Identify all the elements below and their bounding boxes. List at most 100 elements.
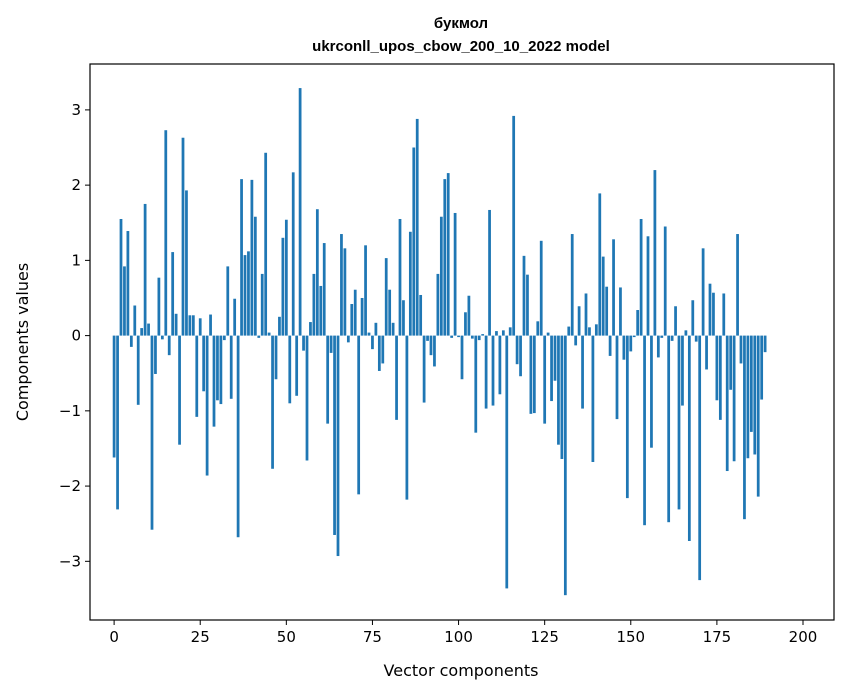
bar-12: [154, 335, 157, 374]
bar-183: [743, 335, 746, 520]
bar-140: [594, 324, 598, 336]
bar-94: [436, 273, 440, 336]
bar-32: [222, 335, 226, 341]
bar-123: [536, 321, 540, 336]
bar-145: [612, 239, 615, 336]
bar-133: [570, 234, 574, 336]
bar-47: [274, 335, 278, 380]
bar-93: [433, 335, 436, 367]
bar-69: [350, 304, 354, 336]
bar-7: [136, 335, 140, 405]
y-tick-label: 3: [71, 101, 81, 119]
bar-134: [574, 335, 578, 346]
bar-179: [729, 335, 733, 390]
bar-13: [157, 277, 161, 336]
bar-186: [753, 335, 757, 455]
bar-37: [240, 179, 243, 336]
bar-147: [619, 287, 622, 336]
y-tick-label: −2: [59, 477, 81, 495]
bar-139: [591, 335, 595, 462]
bar-0: [112, 335, 116, 458]
bar-156: [650, 335, 653, 448]
bar-188: [760, 335, 764, 400]
bar-109: [488, 209, 491, 336]
bar-157: [653, 170, 657, 336]
bar-129: [557, 335, 560, 445]
bar-180: [732, 335, 736, 462]
bar-117: [515, 335, 519, 365]
bar-77: [377, 335, 381, 371]
bar-74: [367, 332, 371, 336]
bar-105: [474, 335, 478, 433]
bar-68: [346, 335, 350, 343]
bar-43: [260, 273, 264, 336]
bar-11: [150, 335, 154, 530]
bar-146: [615, 335, 619, 420]
bar-161: [667, 335, 671, 523]
bar-174: [712, 292, 715, 336]
bar-187: [756, 335, 760, 497]
bar-44: [264, 152, 268, 336]
bar-75: [371, 335, 374, 350]
bar-102: [464, 312, 467, 336]
bar-131: [563, 335, 567, 596]
bar-45: [267, 332, 271, 336]
bar-142: [601, 256, 605, 336]
bar-76: [374, 322, 378, 336]
bar-184: [746, 335, 750, 459]
bar-135: [577, 306, 581, 336]
bar-78: [381, 335, 385, 364]
bar-81: [391, 322, 395, 336]
bar-2: [119, 218, 123, 336]
bar-1: [116, 335, 119, 510]
bar-80: [388, 289, 392, 336]
bar-31: [219, 335, 223, 405]
bar-152: [636, 310, 640, 336]
bar-67: [343, 248, 347, 336]
bar-124: [539, 240, 543, 336]
bar-51: [288, 335, 292, 404]
bar-9: [143, 203, 147, 336]
bar-149: [625, 335, 629, 499]
bar-112: [498, 335, 502, 395]
bar-189: [763, 335, 767, 353]
bar-165: [681, 335, 684, 406]
bar-118: [519, 335, 522, 377]
bar-120: [526, 274, 529, 336]
chart-title-line1: букмол: [434, 15, 488, 32]
bar-65: [336, 335, 340, 557]
bar-16: [167, 335, 171, 356]
x-tick-label: 175: [703, 628, 732, 646]
bar-84: [402, 300, 405, 336]
bar-92: [429, 335, 433, 356]
bar-56: [305, 335, 309, 461]
bar-136: [581, 335, 584, 409]
bar-52: [291, 172, 295, 336]
x-axis-label: Vector components: [384, 661, 539, 680]
bar-162: [670, 335, 674, 341]
x-tick-label: 200: [789, 628, 818, 646]
bar-128: [553, 335, 557, 381]
bar-64: [333, 335, 336, 535]
bar-97: [446, 173, 450, 336]
bar-125: [543, 335, 547, 424]
bar-104: [470, 335, 474, 339]
bar-115: [508, 327, 512, 336]
bar-96: [443, 179, 447, 336]
bar-159: [660, 335, 664, 338]
bar-164: [677, 335, 681, 510]
bar-175: [715, 335, 719, 401]
bar-178: [725, 335, 729, 472]
bar-38: [243, 255, 247, 336]
bar-61: [322, 243, 326, 336]
bar-110: [491, 335, 495, 406]
x-tick-label: 25: [191, 628, 210, 646]
bar-73: [364, 245, 367, 336]
bar-35: [233, 298, 237, 336]
y-tick-label: 0: [71, 327, 81, 345]
bar-127: [550, 335, 553, 402]
bar-88: [415, 118, 419, 336]
bar-83: [398, 218, 402, 336]
y-tick-label: 2: [71, 176, 81, 194]
bar-54: [298, 88, 302, 336]
